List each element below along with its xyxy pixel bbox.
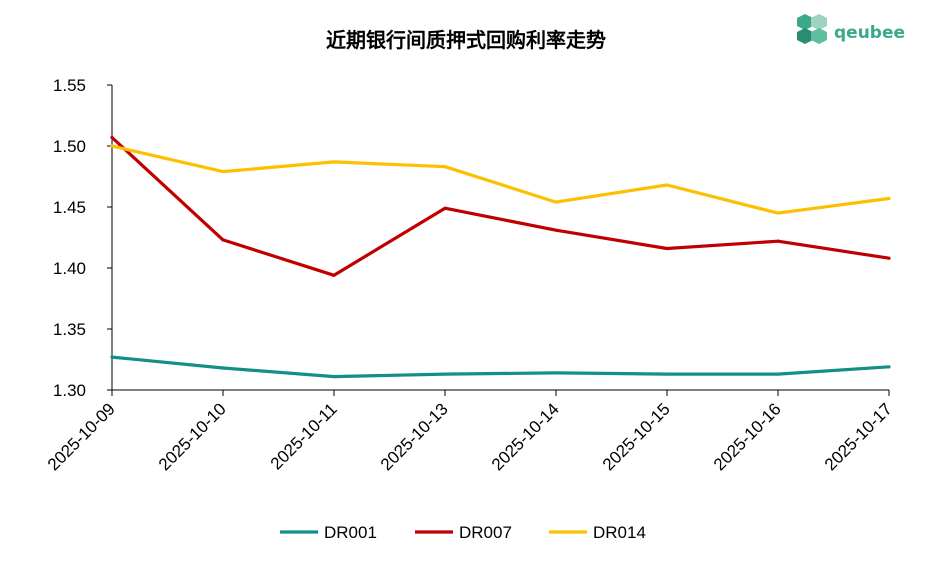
data-point-dr014 (776, 211, 780, 215)
y-tick-label: 1.45 (53, 198, 86, 217)
x-tick-label: 2025-10-11 (267, 399, 341, 473)
x-tick-label: 2025-10-13 (377, 399, 452, 474)
data-point-dr001 (221, 366, 225, 370)
data-point-dr014 (665, 183, 669, 187)
x-tick-label: 2025-10-09 (44, 399, 119, 474)
data-point-dr014 (221, 170, 225, 174)
x-tick-label: 2025-10-15 (599, 399, 674, 474)
legend: DR001 DR007 DR014 (280, 523, 646, 542)
data-point-dr014 (443, 165, 447, 169)
y-tick-label: 1.55 (53, 76, 86, 95)
data-point-dr014 (554, 200, 558, 204)
series-line-dr014 (110, 144, 891, 215)
data-point-dr007 (110, 135, 114, 139)
data-point-dr014 (110, 144, 114, 148)
y-tick-label: 1.30 (53, 381, 86, 400)
legend-label: DR007 (459, 523, 512, 542)
data-point-dr007 (332, 273, 336, 277)
legend-item-dr007: DR007 (415, 523, 512, 542)
x-tick-label: 2025-10-16 (710, 399, 785, 474)
x-tick-label: 2025-10-10 (155, 399, 230, 474)
y-tick-label: 1.50 (53, 137, 86, 156)
legend-label: DR014 (593, 523, 646, 542)
legend-label: DR001 (324, 523, 377, 542)
y-tick-label: 1.40 (53, 259, 86, 278)
series-layer (110, 135, 891, 379)
data-point-dr007 (776, 239, 780, 243)
series-line-dr001 (110, 355, 891, 379)
data-point-dr007 (887, 256, 891, 260)
data-point-dr001 (110, 355, 114, 359)
data-point-dr001 (554, 371, 558, 375)
data-point-dr007 (221, 238, 225, 242)
hexagon-logo-icon (797, 14, 827, 44)
data-point-dr001 (332, 375, 336, 379)
data-point-dr014 (332, 160, 336, 164)
y-axis: 1.30 1.35 1.40 1.45 1.50 1.55 (53, 76, 113, 400)
x-tick-label: 2025-10-14 (488, 399, 563, 474)
brand-logo: qeubee (797, 14, 905, 44)
x-axis: 2025-10-09 2025-10-10 2025-10-11 2025-10-13… (44, 389, 896, 474)
data-point-dr014 (887, 196, 891, 200)
brand-name: qeubee (834, 23, 905, 43)
x-tick-label: 2025-10-17 (821, 399, 896, 474)
data-point-dr007 (443, 206, 447, 210)
y-tick-label: 1.35 (53, 320, 86, 339)
legend-item-dr014: DR014 (549, 523, 646, 542)
data-point-dr001 (776, 372, 780, 376)
data-point-dr007 (665, 246, 669, 250)
data-point-dr001 (887, 365, 891, 369)
data-point-dr001 (443, 372, 447, 376)
chart-title: 近期银行间质押式回购利率走势 (326, 28, 606, 52)
series-line-dr007 (110, 135, 891, 277)
data-point-dr001 (665, 372, 669, 376)
legend-item-dr001: DR001 (280, 523, 377, 542)
data-point-dr007 (554, 228, 558, 232)
